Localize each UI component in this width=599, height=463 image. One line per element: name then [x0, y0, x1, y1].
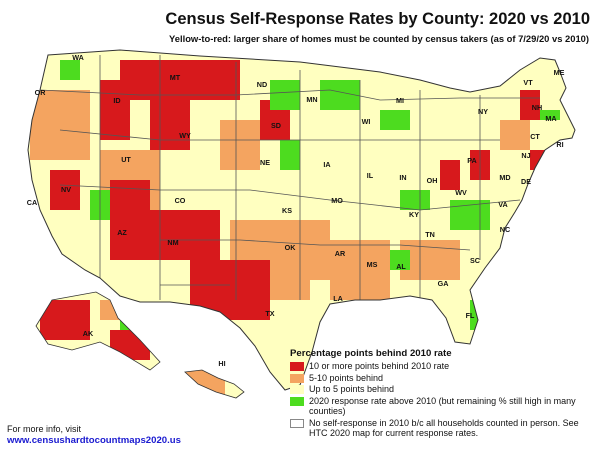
- state-label-wy: WY: [179, 131, 191, 140]
- state-label-nd: ND: [257, 80, 267, 89]
- red-regions: [50, 60, 550, 320]
- state-label-ks: KS: [282, 206, 292, 215]
- legend: Percentage points behind 2010 rate 10 or…: [290, 348, 590, 440]
- footer-link[interactable]: www.censushardtocountmaps2020.us: [7, 435, 181, 446]
- state-label-il: IL: [367, 171, 374, 180]
- legend-swatch: [290, 396, 304, 406]
- map-title: Census Self-Response Rates by County: 20…: [165, 10, 590, 28]
- state-label-ok: OK: [285, 243, 297, 252]
- state-label-hi: HI: [218, 359, 225, 368]
- legend-label: Up to 5 points behind: [309, 384, 395, 394]
- legend-item: 5-10 points behind: [290, 373, 590, 384]
- state-label-la: LA: [333, 294, 343, 303]
- state-label-nm: NM: [167, 238, 178, 247]
- map-subtitle: Yellow-to-red: larger share of homes mus…: [169, 33, 589, 44]
- state-label-ne: NE: [260, 158, 270, 167]
- legend-item: 2020 response rate above 2010 (but remai…: [290, 396, 590, 417]
- state-label-oh: OH: [427, 176, 438, 185]
- state-label-ky: KY: [409, 210, 419, 219]
- alaska-outline: [35, 291, 161, 371]
- footer-note: For more info, visit: [7, 424, 82, 434]
- state-label-ca: CA: [27, 198, 37, 207]
- state-label-id: ID: [113, 96, 120, 105]
- state-label-mn: MN: [306, 95, 317, 104]
- state-label-pa: PA: [467, 156, 476, 165]
- state-label-in: IN: [399, 173, 406, 182]
- state-label-al: AL: [396, 262, 406, 271]
- state-label-ga: GA: [438, 279, 449, 288]
- legend-swatch: [290, 373, 304, 383]
- state-label-nh: NH: [532, 103, 542, 112]
- state-label-wv: WV: [455, 188, 467, 197]
- alaska-map: [36, 292, 160, 370]
- legend-swatch: [290, 385, 304, 394]
- legend-label: 5-10 points behind: [309, 372, 384, 383]
- state-label-mt: MT: [170, 73, 181, 82]
- legend-item: Up to 5 points behind: [290, 384, 590, 395]
- legend-item: 10 or more points behind 2010 rate: [290, 361, 590, 372]
- mainland-map: [28, 50, 575, 390]
- legend-items: 10 or more points behind 2010 rate 5-10 p…: [290, 361, 590, 439]
- state-label-az: AZ: [117, 228, 127, 237]
- state-borders: [39, 55, 540, 300]
- state-label-sc: SC: [470, 256, 480, 265]
- state-label-co: CO: [175, 196, 186, 205]
- state-label-va: VA: [498, 200, 507, 209]
- state-label-ms: MS: [367, 260, 378, 269]
- legend-title: Percentage points behind 2010 rate: [290, 348, 452, 359]
- state-label-fl: FL: [466, 311, 475, 320]
- legend-label: No self-response in 2010 b/c all househo…: [309, 417, 579, 439]
- legend-swatch: [290, 362, 304, 371]
- state-label-ia: IA: [323, 160, 330, 169]
- state-labels: WA OR CA ID NV MT WY UT AZ CO NM ND SD NE KS OK TX MN IA MO…: [27, 53, 565, 368]
- state-label-vt: VT: [523, 78, 533, 87]
- state-label-ct: CT: [530, 132, 540, 141]
- state-label-tx: TX: [265, 309, 274, 318]
- state-label-ri: RI: [556, 140, 563, 149]
- state-label-or: OR: [35, 88, 47, 97]
- state-label-ak: AK: [83, 329, 94, 338]
- state-label-wa: WA: [72, 53, 84, 62]
- state-label-wi: WI: [362, 117, 371, 126]
- legend-label: 2020 response rate above 2010 (but remai…: [309, 395, 576, 417]
- hawaii-outline: [184, 369, 245, 399]
- state-label-mo: MO: [331, 196, 343, 205]
- legend-item: No self-response in 2010 b/c all househo…: [290, 418, 590, 439]
- state-label-sd: SD: [271, 121, 281, 130]
- state-label-md: MD: [499, 173, 510, 182]
- state-label-tn: TN: [425, 230, 435, 239]
- state-label-nv: NV: [61, 185, 71, 194]
- us-outline: [27, 49, 576, 391]
- legend-label: 10 or more points behind 2010 rate: [309, 361, 450, 371]
- state-label-de: DE: [521, 177, 531, 186]
- state-label-ma: MA: [545, 114, 556, 123]
- state-label-me: ME: [554, 68, 565, 77]
- legend-swatch: [290, 418, 304, 428]
- state-label-nj: NJ: [521, 151, 530, 160]
- state-label-nc: NC: [500, 225, 510, 234]
- state-label-ny: NY: [478, 107, 488, 116]
- state-label-mi: MI: [396, 96, 404, 105]
- state-label-ut: UT: [121, 155, 131, 164]
- state-label-ar: AR: [335, 249, 346, 258]
